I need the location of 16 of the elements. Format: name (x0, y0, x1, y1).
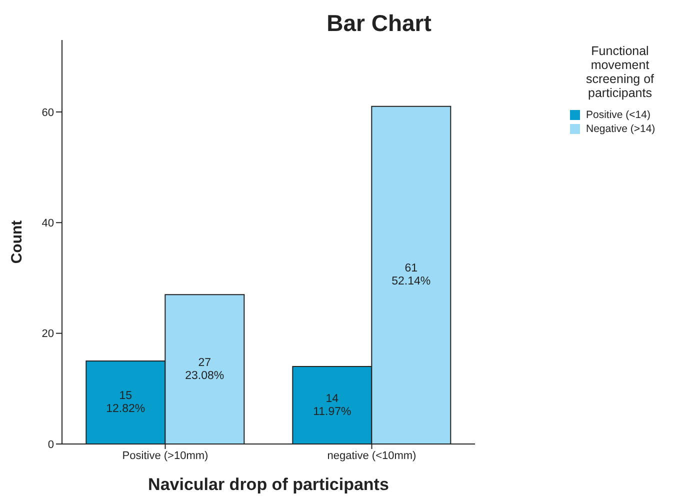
legend-label: Positive (<14) (586, 109, 650, 121)
data-label: 61 52.14% (392, 262, 431, 288)
y-tick-label: 0 (48, 438, 54, 451)
x-tick-label: Positive (>10mm) (122, 450, 208, 462)
data-label: 14 11.97% (313, 392, 352, 418)
chart-title: Bar Chart (326, 10, 432, 37)
y-tick-label: 40 (42, 218, 54, 230)
legend-title: Functional movement screening of participants (584, 44, 656, 100)
x-tick-label: negative (<10mm) (327, 450, 416, 462)
data-label: 15 12.82% (106, 390, 146, 415)
y-tick-label: 60 (42, 106, 54, 119)
y-axis-title: Count (8, 220, 26, 264)
x-axis-title: Navicular drop of participants (148, 475, 389, 494)
y-tick-label: 20 (42, 328, 54, 340)
legend-label: Negative (>14) (586, 123, 656, 135)
data-label: 27 23.08% (185, 356, 224, 382)
